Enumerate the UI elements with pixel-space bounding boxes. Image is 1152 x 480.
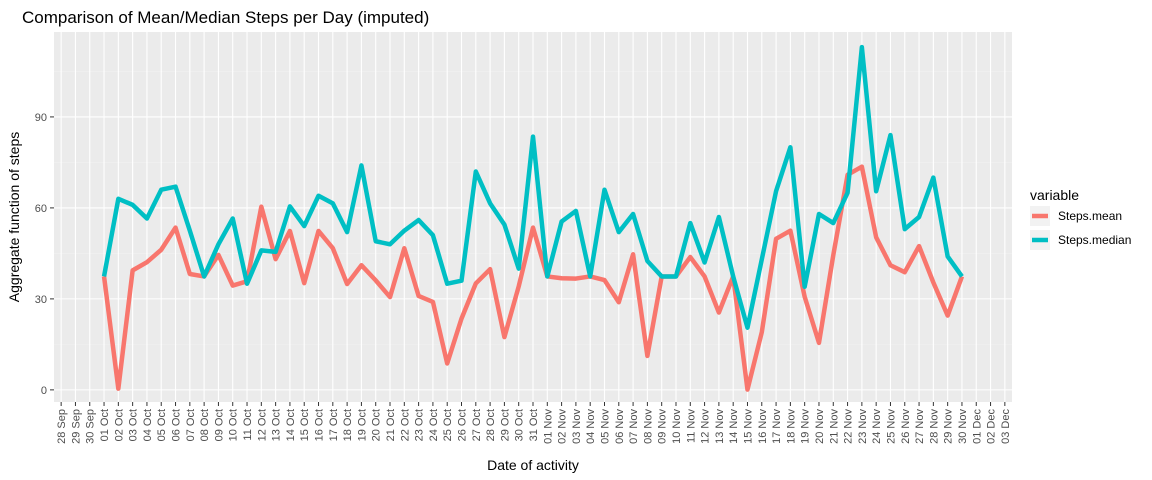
- x-tick-label: 09 Nov: [657, 409, 669, 444]
- y-axis-title: Aggregate function of steps: [6, 132, 22, 302]
- x-tick-label: 22 Nov: [843, 409, 855, 444]
- y-tick-label: 60: [35, 203, 47, 215]
- x-tick-label: 16 Nov: [757, 409, 769, 444]
- x-tick-label: 28 Sep: [56, 409, 68, 444]
- x-tick-label: 13 Oct: [271, 409, 283, 441]
- x-tick-label: 30 Nov: [957, 409, 969, 444]
- legend-items: Steps.mean Steps.median: [1030, 206, 1131, 250]
- x-tick-label: 05 Nov: [599, 409, 611, 444]
- x-tick-label: 17 Oct: [328, 409, 340, 441]
- series-lines: [101, 44, 965, 392]
- x-tick-label: 21 Nov: [828, 409, 840, 444]
- x-tick-label: 19 Oct: [356, 409, 368, 441]
- x-tick-label: 04 Oct: [142, 409, 154, 441]
- x-tick-label: 04 Nov: [585, 409, 597, 444]
- x-tick-label: 03 Dec: [1000, 409, 1012, 444]
- x-tick-label: 30 Sep: [85, 409, 97, 444]
- x-tick-label: 01 Oct: [99, 409, 111, 441]
- x-tick-label: 18 Nov: [785, 409, 797, 444]
- x-tick-label: 08 Nov: [642, 409, 654, 444]
- x-tick-label: 12 Nov: [700, 409, 712, 444]
- legend-label: Steps.mean: [1058, 209, 1122, 223]
- x-tick-label: 30 Oct: [514, 409, 526, 441]
- x-tick-label: 11 Nov: [685, 409, 697, 444]
- x-tick-label: 10 Nov: [671, 409, 683, 444]
- x-tick-label: 09 Oct: [213, 409, 225, 441]
- x-tick-label: 07 Oct: [185, 409, 197, 441]
- x-tick-label: 27 Oct: [471, 409, 483, 441]
- legend-title: variable: [1030, 187, 1079, 203]
- x-tick-label: 24 Oct: [428, 409, 440, 441]
- major-gridlines: [54, 32, 1012, 402]
- x-tick-label: 03 Nov: [571, 409, 583, 444]
- x-tick-label: 26 Nov: [900, 409, 912, 444]
- y-tick-label: 0: [41, 385, 47, 397]
- x-tick-label: 03 Oct: [128, 409, 140, 441]
- x-tick-label: 13 Nov: [714, 409, 726, 444]
- x-tick-label: 31 Oct: [528, 409, 540, 441]
- x-tick-label: 02 Nov: [557, 409, 569, 444]
- x-tick-label: 10 Oct: [228, 409, 240, 441]
- x-tick-label: 29 Nov: [943, 409, 955, 444]
- x-tick-label: 02 Oct: [113, 409, 125, 441]
- x-axis-title: Date of activity: [487, 457, 579, 473]
- x-tick-label: 24 Nov: [871, 409, 883, 444]
- x-tick-label: 27 Nov: [914, 409, 926, 444]
- x-tick-label: 16 Oct: [314, 409, 326, 441]
- x-tick-label: 14 Oct: [285, 409, 297, 441]
- x-axis: 28 Sep 29 Sep 30 Sep 01 Oct 02 Oct 03 Oct 04 O…: [56, 402, 1012, 444]
- x-tick-label: 26 Oct: [457, 409, 469, 441]
- x-tick-label: 06 Oct: [171, 409, 183, 441]
- x-tick-label: 25 Oct: [442, 409, 454, 441]
- x-tick-label: 05 Oct: [156, 409, 168, 441]
- x-tick-label: 01 Nov: [542, 409, 554, 444]
- series-line-steps-median: [101, 44, 964, 330]
- x-tick-label: 28 Oct: [485, 409, 497, 441]
- x-tick-label: 15 Nov: [742, 409, 754, 444]
- x-tick-label: 18 Oct: [342, 409, 354, 441]
- x-tick-label: 01 Dec: [971, 409, 983, 444]
- y-tick-label: 90: [35, 112, 47, 124]
- x-tick-label: 20 Nov: [814, 409, 826, 444]
- x-tick-label: 07 Nov: [628, 409, 640, 444]
- x-tick-label: 06 Nov: [614, 409, 626, 444]
- x-tick-label: 12 Oct: [256, 409, 268, 441]
- legend: variable Steps.mean Steps.median: [1030, 187, 1131, 250]
- x-tick-label: 14 Nov: [728, 409, 740, 444]
- chart-title: Comparison of Mean/Median Steps per Day …: [22, 8, 429, 27]
- x-tick-label: 17 Nov: [771, 409, 783, 444]
- y-axis: 0 30 60 90: [35, 112, 54, 397]
- x-tick-label: 02 Dec: [986, 409, 998, 444]
- x-tick-label: 29 Oct: [499, 409, 511, 441]
- x-tick-label: 29 Sep: [70, 409, 82, 444]
- x-tick-label: 19 Nov: [800, 409, 812, 444]
- x-tick-label: 23 Oct: [414, 409, 426, 441]
- x-tick-label: 28 Nov: [928, 409, 940, 444]
- x-tick-label: 21 Oct: [385, 409, 397, 441]
- y-tick-label: 30: [35, 294, 47, 306]
- x-tick-label: 25 Nov: [885, 409, 897, 444]
- x-tick-label: 22 Oct: [399, 409, 411, 441]
- x-tick-label: 23 Nov: [857, 409, 869, 444]
- legend-label: Steps.median: [1058, 233, 1131, 247]
- x-tick-label: 15 Oct: [299, 409, 311, 441]
- x-tick-label: 08 Oct: [199, 409, 211, 441]
- x-tick-label: 11 Oct: [242, 409, 254, 441]
- x-tick-label: 20 Oct: [371, 409, 383, 441]
